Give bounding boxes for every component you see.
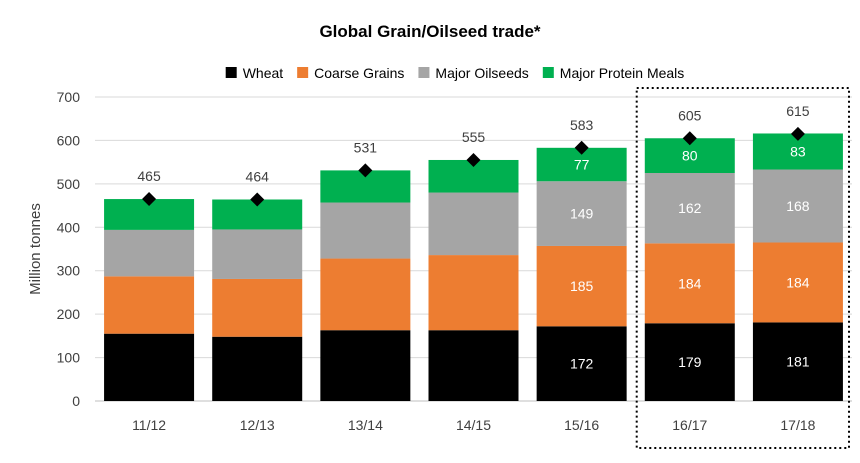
highlight-box — [635, 87, 851, 449]
bar-coarse-grains — [212, 278, 303, 337]
total-label: 615 — [786, 103, 810, 119]
x-tick-label: 13/14 — [348, 417, 383, 433]
legend-swatch-coarse-grains — [297, 67, 309, 78]
x-tick-label: 15/16 — [564, 417, 599, 433]
total-markers: 465 464 531 555 583 605 615 — [137, 103, 810, 207]
y-tick-label: 0 — [72, 393, 80, 409]
legend-label-major-protein-meals: Major Protein Meals — [560, 65, 685, 81]
total-label: 605 — [678, 107, 702, 123]
bar-coarse-grains — [644, 243, 735, 324]
bar-major-oilseeds — [536, 181, 627, 246]
x-tick-label: 16/17 — [672, 417, 707, 433]
total-marker — [682, 131, 697, 146]
y-axis-ticks: 0 100 200 300 400 500 600 700 — [57, 89, 81, 409]
bar-major-oilseeds — [428, 192, 519, 256]
x-tick-label: 11/12 — [132, 417, 166, 433]
data-label-wheat: 179 — [678, 354, 702, 370]
data-label-major-protein-meals: 80 — [682, 148, 698, 164]
y-tick-label: 400 — [57, 219, 81, 235]
legend-swatch-wheat — [225, 67, 237, 78]
bar-coarse-grains — [428, 255, 519, 331]
data-label-coarse-grains: 184 — [678, 275, 702, 291]
total-label: 555 — [462, 129, 486, 145]
bar-wheat — [644, 323, 735, 401]
bar-wheat — [104, 333, 195, 401]
x-tick-label: 14/15 — [456, 417, 491, 433]
y-tick-label: 100 — [57, 350, 81, 366]
x-tick-label: 17/18 — [780, 417, 815, 433]
bar-coarse-grains — [536, 245, 627, 327]
legend-swatch-major-oilseeds — [418, 67, 430, 78]
highlight-dotted-box — [635, 87, 851, 449]
bar-coarse-grains — [104, 276, 195, 334]
y-tick-label: 600 — [57, 132, 81, 148]
data-label-major-oilseeds: 162 — [678, 200, 702, 216]
data-label-wheat: 172 — [570, 356, 594, 372]
bar-coarse-grains — [320, 258, 411, 331]
total-marker — [790, 126, 805, 141]
y-tick-label: 200 — [57, 306, 81, 322]
bar-wheat — [536, 326, 627, 401]
x-axis-ticks: 11/12 12/13 13/14 14/15 15/16 16/17 17/18 — [132, 417, 816, 433]
bar-wheat — [320, 330, 411, 401]
y-tick-label: 700 — [57, 89, 81, 105]
bar-coarse-grains — [752, 242, 843, 323]
bars: 172 185 149 77 179 184 162 80 181 184 168 83 — [104, 133, 843, 401]
legend-swatch-major-protein-meals — [542, 67, 554, 78]
bar-major-oilseeds — [752, 169, 843, 243]
bar-wheat — [752, 322, 843, 401]
data-label-coarse-grains: 184 — [786, 274, 810, 290]
legend-label-major-oilseeds: Major Oilseeds — [435, 65, 528, 81]
bar-wheat — [212, 336, 303, 401]
y-tick-label: 300 — [57, 263, 81, 279]
data-label-major-protein-meals: 77 — [574, 157, 590, 173]
bar-major-oilseeds — [104, 229, 195, 277]
data-label-major-protein-meals: 83 — [790, 144, 806, 160]
data-label-major-oilseeds: 149 — [570, 206, 594, 222]
total-label: 465 — [137, 168, 161, 184]
total-marker — [466, 152, 481, 167]
y-tick-label: 500 — [57, 176, 81, 192]
bar-major-oilseeds — [212, 229, 303, 279]
data-label-major-oilseeds: 168 — [786, 198, 810, 214]
total-marker — [250, 192, 265, 207]
bar-major-oilseeds — [320, 202, 411, 259]
data-label-wheat: 181 — [786, 354, 810, 370]
total-label: 464 — [246, 168, 270, 184]
total-marker — [574, 140, 589, 155]
total-marker — [142, 192, 157, 207]
y-axis-label: Million tonnes — [27, 203, 44, 295]
bar-wheat — [428, 330, 519, 401]
bar-major-oilseeds — [644, 173, 735, 244]
total-label: 583 — [570, 117, 594, 133]
data-label-coarse-grains: 185 — [570, 278, 594, 294]
total-label: 531 — [354, 139, 378, 155]
legend-label-coarse-grains: Coarse Grains — [314, 65, 404, 81]
legend-label-wheat: Wheat — [243, 65, 284, 81]
x-tick-label: 12/13 — [240, 417, 275, 433]
total-marker — [358, 163, 373, 178]
legend: Wheat Coarse Grains Major Oilseeds Major Pr… — [225, 65, 685, 81]
chart-title: Global Grain/Oilseed trade* — [319, 22, 540, 41]
